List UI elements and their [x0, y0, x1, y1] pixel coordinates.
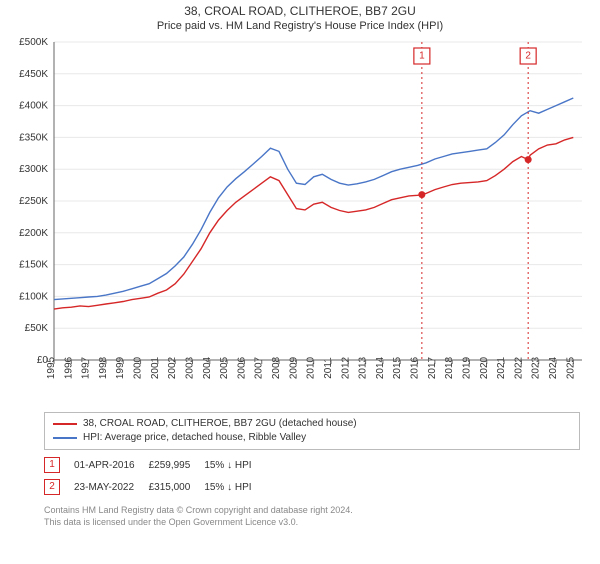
title-subtitle: Price paid vs. HM Land Registry's House …	[0, 20, 600, 32]
legend-swatch-0	[53, 423, 77, 425]
svg-text:£400K: £400K	[19, 101, 48, 112]
svg-text:£450K: £450K	[19, 69, 48, 80]
sale-price-2: £315,000	[149, 476, 205, 498]
price-chart: £0£50K£100K£150K£200K£250K£300K£350K£400…	[10, 36, 590, 406]
sales-table: 1 01-APR-2016£259,99515% ↓ HPI 2 23-MAY-202…	[44, 454, 266, 498]
footer-line1: Contains HM Land Registry data © Crown c…	[44, 504, 580, 516]
sale-row-2: 2 23-MAY-2022£315,00015% ↓ HPI	[44, 476, 266, 498]
sale-marker-cell-1: 1	[44, 454, 74, 476]
sale-dot-1	[418, 191, 425, 198]
svg-text:£50K: £50K	[25, 323, 49, 334]
title-address: 38, CROAL ROAD, CLITHEROE, BB7 2GU	[0, 4, 600, 18]
legend-box: 38, CROAL ROAD, CLITHEROE, BB7 2GU (deta…	[44, 412, 580, 450]
sale-dot-2	[525, 156, 532, 163]
svg-text:£100K: £100K	[19, 291, 48, 302]
svg-text:£150K: £150K	[19, 260, 48, 271]
sale-mini-marker-1: 1	[44, 457, 60, 473]
svg-text:£200K: £200K	[19, 228, 48, 239]
sale-mini-marker-2: 2	[44, 479, 60, 495]
svg-text:£300K: £300K	[19, 164, 48, 175]
sale-date-2: 23-MAY-2022	[74, 476, 149, 498]
sale-marker-cell-2: 2	[44, 476, 74, 498]
sale-marker-num-1: 1	[419, 51, 425, 62]
svg-text:£250K: £250K	[19, 196, 48, 207]
sale-row-1: 1 01-APR-2016£259,99515% ↓ HPI	[44, 454, 266, 476]
sale-delta-2: 15% ↓ HPI	[204, 476, 265, 498]
legend-label-1: HPI: Average price, detached house, Ribb…	[83, 431, 306, 445]
svg-text:£500K: £500K	[19, 37, 48, 48]
chart-container: £0£50K£100K£150K£200K£250K£300K£350K£400…	[10, 36, 590, 406]
legend-row-1: HPI: Average price, detached house, Ribb…	[53, 431, 571, 445]
footer-line2: This data is licensed under the Open Gov…	[44, 516, 580, 528]
svg-text:£350K: £350K	[19, 132, 48, 143]
footer-attribution: Contains HM Land Registry data © Crown c…	[44, 504, 580, 528]
legend-row-0: 38, CROAL ROAD, CLITHEROE, BB7 2GU (deta…	[53, 417, 571, 431]
legend-swatch-1	[53, 437, 77, 439]
sale-price-1: £259,995	[149, 454, 205, 476]
legend-label-0: 38, CROAL ROAD, CLITHEROE, BB7 2GU (deta…	[83, 417, 357, 431]
sale-delta-1: 15% ↓ HPI	[204, 454, 265, 476]
sale-marker-num-2: 2	[525, 51, 531, 62]
sale-date-1: 01-APR-2016	[74, 454, 149, 476]
